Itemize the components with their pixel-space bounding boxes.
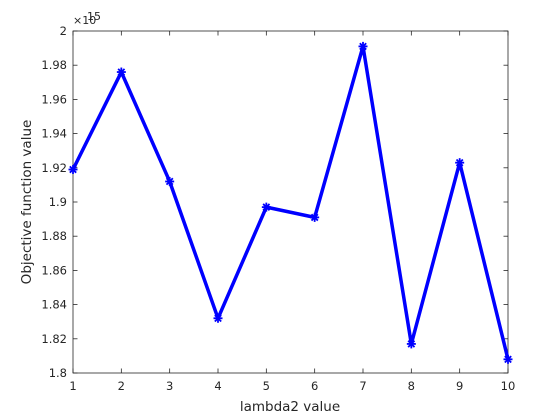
data-point-marker xyxy=(358,41,368,51)
y-axis-title: Objective function value xyxy=(19,120,35,285)
y-tick-label: 1.92 xyxy=(41,161,67,175)
series-line xyxy=(71,44,510,362)
ticks-group: 1 2 3 4 5 6 7 8 9 10 1.8 1.82 1.84 1.86 1.88 1.9 1.92 1.9… xyxy=(41,24,515,393)
y-tick-label: 1.8 xyxy=(49,366,67,380)
x-tick-label: 4 xyxy=(214,379,221,393)
x-tick-label: 10 xyxy=(501,379,516,393)
y-tick-label: 1.86 xyxy=(41,263,67,277)
y-tick-label: 1.84 xyxy=(41,298,67,312)
data-point-marker xyxy=(213,313,223,323)
y-tick-label: 1.82 xyxy=(41,332,67,346)
data-point-marker xyxy=(165,176,175,186)
y-exponent-base: ×10 xyxy=(73,14,96,27)
y-tick-label: 1.96 xyxy=(41,92,67,106)
y-tick-label: 1.94 xyxy=(41,127,67,141)
data-point-marker xyxy=(310,212,320,222)
x-tick-label: 2 xyxy=(118,379,125,393)
data-point-marker xyxy=(455,158,465,168)
x-tick-label: 1 xyxy=(69,379,76,393)
x-tick-label: 9 xyxy=(456,379,463,393)
y-exponent-power: 15 xyxy=(87,10,101,23)
x-axis-title: lambda2 value xyxy=(240,399,340,415)
data-point-marker xyxy=(68,165,78,175)
y-tick-label: 1.98 xyxy=(41,58,67,72)
x-tick-label: 7 xyxy=(359,379,366,393)
data-point-marker xyxy=(503,354,513,364)
y-tick-label: 1.88 xyxy=(41,229,67,243)
data-point-marker xyxy=(116,67,126,77)
x-tick-label: 6 xyxy=(311,379,318,393)
x-tick-label: 3 xyxy=(166,379,173,393)
data-point-marker xyxy=(261,202,271,212)
plot-area xyxy=(72,30,509,374)
data-point-marker xyxy=(406,339,416,349)
x-tick-label: 8 xyxy=(408,379,415,393)
y-tick-label: 2 xyxy=(60,24,67,38)
y-tick-label: 1.9 xyxy=(49,195,67,209)
x-tick-label: 5 xyxy=(263,379,270,393)
series-group xyxy=(68,41,513,364)
